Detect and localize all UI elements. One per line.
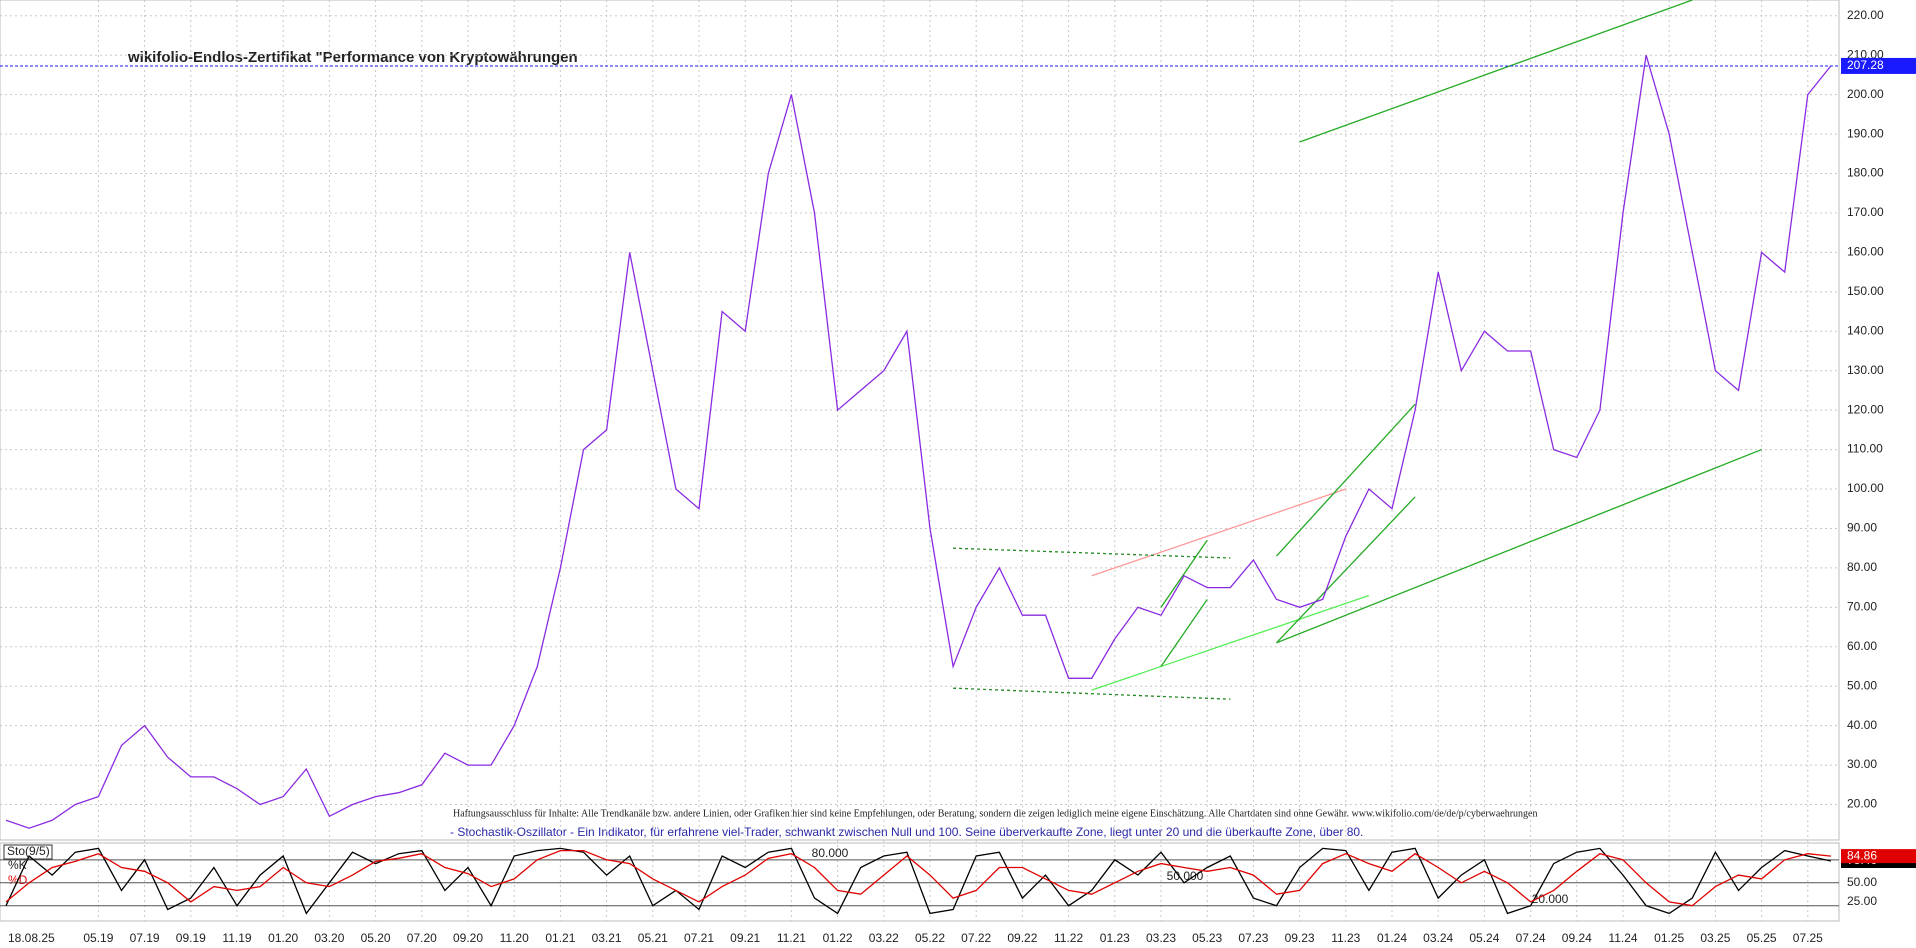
x-tick-label: 09.23: [1285, 931, 1315, 945]
price-panel: [0, 0, 1840, 841]
legend-k: %K: [8, 858, 27, 872]
trend-line: [953, 547, 1231, 559]
y-tick-label: 170.00: [1847, 205, 1884, 219]
x-tick-label: 07.23: [1238, 931, 1268, 945]
y-tick-label: 140.00: [1847, 323, 1884, 337]
y-tick-label: 50.00: [1847, 678, 1877, 692]
x-tick-label: 05.20: [361, 931, 391, 945]
x-tick-label: 03.22: [869, 931, 899, 945]
trend-line: [1276, 403, 1416, 557]
x-tick-label: 03.25: [1700, 931, 1730, 945]
y-tick-label: 210.00: [1847, 47, 1884, 61]
x-tick-label: 03.24: [1423, 931, 1453, 945]
y-tick-label: 60.00: [1847, 639, 1877, 653]
stoch-panel: [0, 842, 1840, 922]
trend-line: [953, 687, 1231, 700]
x-tick-label: 11.20: [500, 931, 529, 945]
y-tick-label: 80.00: [1847, 560, 1877, 574]
x-tick-label: 09.24: [1562, 931, 1592, 945]
y-tick-label: 200.00: [1847, 87, 1884, 101]
chart-title: wikifolio-Endlos-Zertifikat "Performance…: [127, 49, 578, 66]
x-tick-label: 01.20: [268, 931, 298, 945]
x-tick-label: 11.19: [222, 931, 251, 945]
y-tick-label: 40.00: [1847, 718, 1877, 732]
trend-line: [1299, 0, 1693, 143]
level-label: 50.000: [1167, 869, 1204, 883]
y-tick-label: 100.00: [1847, 481, 1884, 495]
x-tick-label: 05.25: [1747, 931, 1777, 945]
y-tick-label: 30.00: [1847, 757, 1877, 771]
x-tick-label: 01.21: [545, 931, 575, 945]
level-label: 80.000: [812, 846, 849, 860]
series-line: [5, 847, 1832, 915]
x-tick-label: 11.21: [777, 931, 806, 945]
y-tick-label: 160.00: [1847, 245, 1884, 259]
trend-line: [1091, 594, 1370, 691]
x-tick-label: 07.19: [130, 931, 160, 945]
x-tick-label: 09.20: [453, 931, 483, 945]
x-tick-label: 09.19: [176, 931, 206, 945]
x-tick-label: 11.24: [1608, 931, 1637, 945]
x-tick-label: 09.22: [1007, 931, 1037, 945]
trend-line: [1276, 496, 1416, 644]
trend-line: [1160, 599, 1208, 667]
disclaimer: Haftungsausschluss für Inhalte: Alle Tre…: [453, 808, 1538, 819]
y-tick-label: 120.00: [1847, 402, 1884, 416]
y-tick-label: 25.00: [1847, 894, 1877, 908]
x-tick-label: 03.20: [314, 931, 344, 945]
x-tick-label: 03.23: [1146, 931, 1176, 945]
y-tick-label: 130.00: [1847, 363, 1884, 377]
x-tick-label: 07.25: [1793, 931, 1823, 945]
current-price-box: [1841, 57, 1916, 74]
x-tick-label: 01.23: [1100, 931, 1130, 945]
x-tick-label: 07.20: [407, 931, 437, 945]
x-tick-label: 01.22: [823, 931, 853, 945]
x-tick-label: 11.23: [1331, 931, 1360, 945]
series-line: [5, 849, 1831, 907]
trend-line: [1276, 448, 1762, 644]
x-tick-label: 11.22: [1054, 931, 1083, 945]
current-price-label: 207.28: [1847, 58, 1884, 72]
x-tick-label: 05.21: [638, 931, 668, 945]
y-tick-label: 50.00: [1847, 875, 1877, 889]
y-tick-label: 150.00: [1847, 284, 1884, 298]
last-value-box: [1841, 849, 1916, 864]
y-tick-label: 110.00: [1847, 442, 1883, 456]
indicator-label: Sto(9/5): [7, 844, 50, 858]
y-tick-label: 220.00: [1847, 8, 1884, 22]
x-tick-label: 01.25: [1654, 931, 1684, 945]
x-tick-label: 03.21: [592, 931, 622, 945]
x-tick-label: 05.24: [1469, 931, 1499, 945]
trend-line: [1091, 488, 1347, 577]
y-tick-label: 70.00: [1847, 599, 1877, 613]
x-tick-label: 07.22: [961, 931, 991, 945]
x-tick-label: 01.24: [1377, 931, 1407, 945]
x-tick-label: 05.22: [915, 931, 945, 945]
level-label: 20.000: [1532, 892, 1569, 906]
trend-line: [1160, 539, 1208, 608]
x-tick-label: 07.21: [684, 931, 714, 945]
y-tick-label: 180.00: [1847, 166, 1884, 180]
x-tick-label: 07.24: [1516, 931, 1546, 945]
x-tick-label: 05.19: [83, 931, 113, 945]
y-tick-label: 90.00: [1847, 521, 1877, 535]
stoch-description: - Stochastik-Oszillator - Ein Indikator,…: [450, 825, 1363, 839]
last-value-label: 84.86: [1847, 848, 1877, 862]
y-tick-label: 190.00: [1847, 126, 1884, 140]
x-tick-label: 05.23: [1192, 931, 1222, 945]
date-label: 18.08.25: [8, 931, 55, 945]
series-line: [5, 55, 1832, 829]
y-tick-label: 20.00: [1847, 797, 1877, 811]
x-tick-label: 09.21: [730, 931, 760, 945]
